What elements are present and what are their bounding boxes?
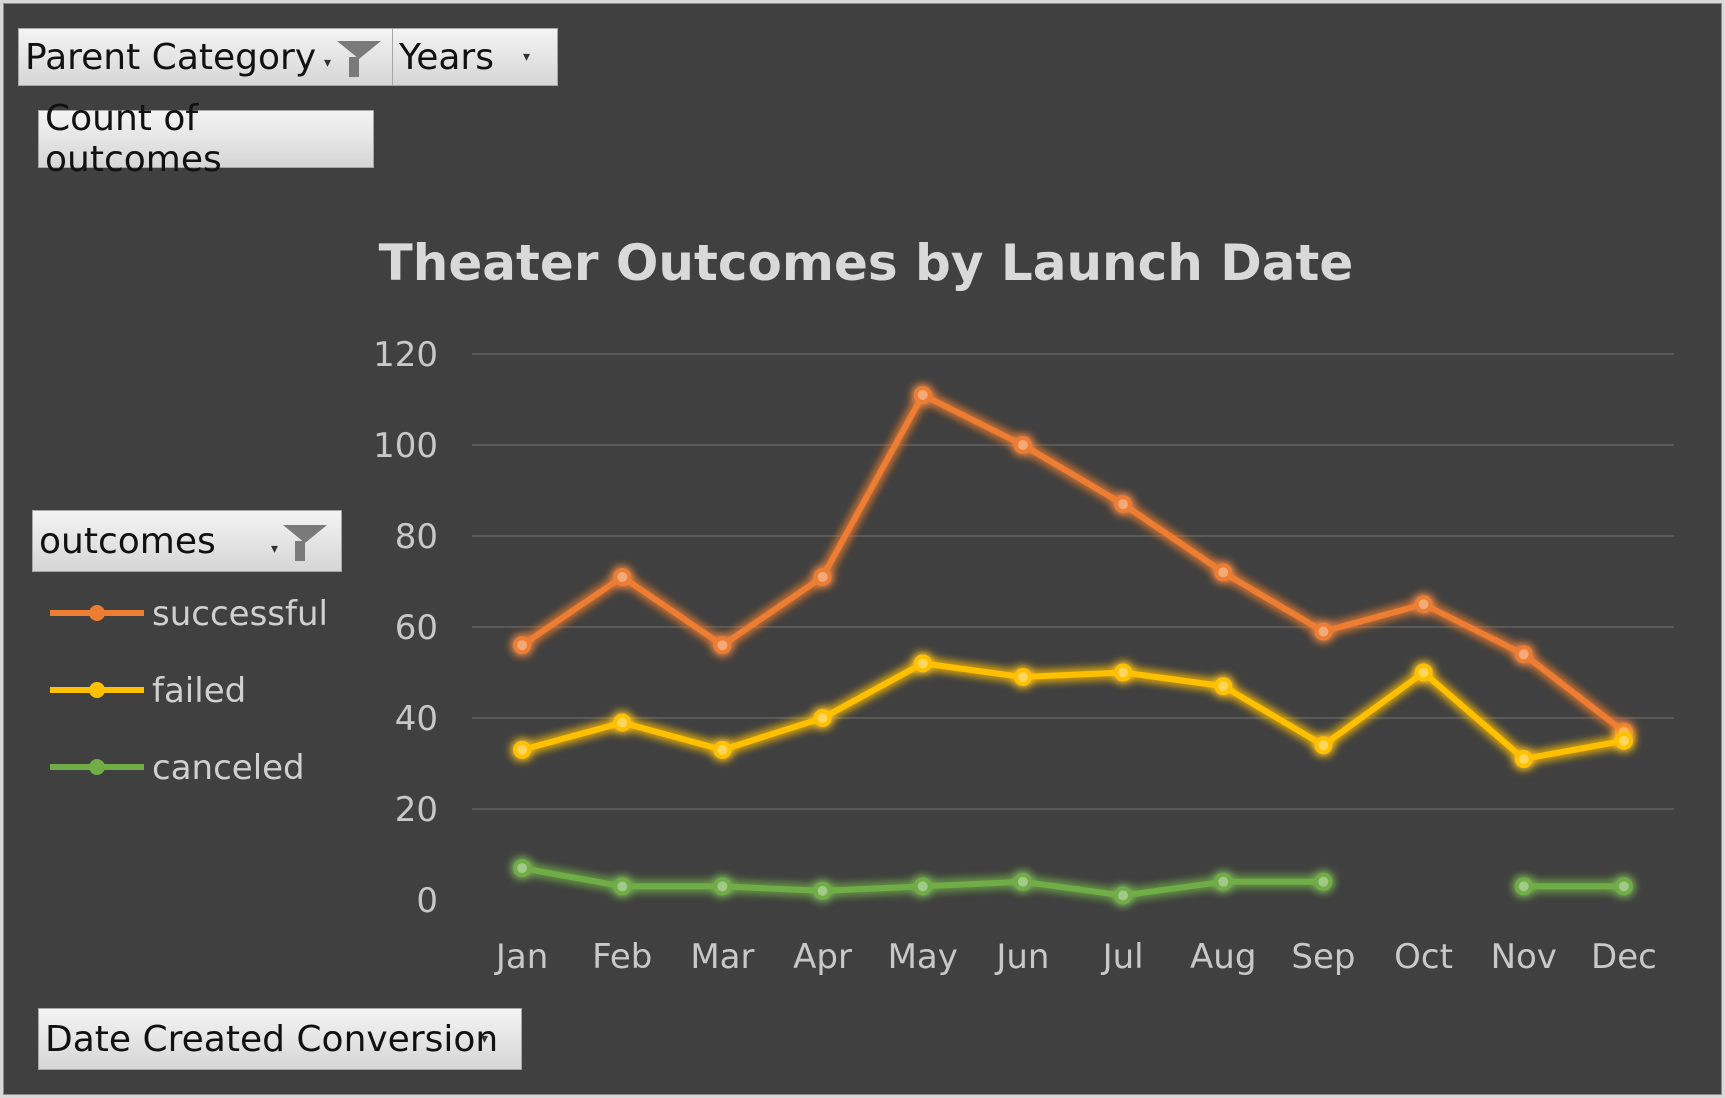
data-point-highlight — [1418, 599, 1429, 610]
series-canceled — [513, 859, 1633, 905]
series-lines — [513, 385, 1633, 905]
series-line-failed — [521, 660, 1625, 762]
data-point-highlight — [1118, 667, 1129, 678]
axis-field-button[interactable]: Date Created Conversion ▾ — [38, 1008, 522, 1070]
dropdown-arrow-icon: ▾ — [523, 49, 531, 65]
x-tick-label: Feb — [592, 937, 652, 977]
legend-item-failed[interactable]: failed — [50, 671, 246, 711]
data-point-highlight — [917, 389, 928, 400]
data-point-highlight — [1418, 667, 1429, 678]
data-point-highlight — [1218, 876, 1229, 887]
data-point-highlight — [1017, 440, 1028, 450]
data-point-highlight — [817, 571, 828, 582]
dropdown-arrow-icon: ▾ — [271, 541, 279, 557]
x-tick-label: Mar — [690, 937, 754, 977]
gridlines — [472, 353, 1674, 810]
x-tick-label: Sep — [1291, 937, 1355, 977]
data-point-highlight — [1518, 753, 1529, 764]
series-successful — [513, 385, 1633, 741]
data-point-highlight — [1017, 672, 1028, 683]
y-tick-label: 20 — [395, 790, 438, 830]
data-point-highlight — [1017, 876, 1028, 887]
x-axis-ticks: Jan Feb Mar Apr May Jun Jul Aug Sep Oct Nov Dec — [494, 937, 1657, 977]
x-tick-label: Jan — [494, 937, 548, 977]
legend-item-canceled[interactable]: canceled — [50, 748, 305, 788]
data-point-highlight — [617, 571, 628, 582]
legend-marker — [89, 605, 105, 621]
y-tick-label: 100 — [373, 426, 438, 466]
data-point-highlight — [817, 885, 828, 896]
data-point-highlight — [1218, 567, 1229, 578]
years-field-button[interactable]: Years ▾ — [392, 28, 558, 86]
line-chart: Theater Outcomes by Launch Date 0 20 40 60 8… — [50, 234, 1674, 977]
legend-item-successful[interactable]: successful — [50, 594, 328, 634]
dropdown-arrow-icon: ▾ — [481, 1031, 489, 1047]
legend-marker — [89, 759, 105, 775]
legend-label: successful — [152, 594, 328, 634]
y-tick-label: 120 — [373, 335, 438, 375]
data-point-highlight — [617, 881, 628, 892]
data-point-highlight — [1118, 499, 1129, 510]
x-tick-label: Jun — [994, 937, 1049, 977]
data-point-highlight — [717, 881, 728, 892]
pivot-chart-area: Parent Category ▾ Years ▾ Count of outco… — [3, 3, 1722, 1095]
dropdown-arrow-icon: ▾ — [324, 55, 332, 71]
data-point-highlight — [1318, 626, 1329, 637]
series-failed — [513, 654, 1633, 768]
data-point-highlight — [517, 863, 528, 874]
y-tick-label: 80 — [395, 517, 438, 557]
axis-field-label: Date Created Conversion — [45, 1018, 499, 1060]
data-point-highlight — [1218, 681, 1229, 692]
parent-category-label: Parent Category — [25, 36, 317, 78]
data-point-highlight — [917, 658, 928, 669]
data-point-highlight — [1318, 740, 1329, 751]
x-tick-label: Nov — [1491, 937, 1557, 977]
data-point-highlight — [1518, 649, 1529, 660]
series-line-successful — [520, 391, 1626, 735]
y-tick-label: 40 — [395, 699, 438, 739]
legend-label: failed — [152, 671, 246, 711]
data-point-highlight — [817, 713, 828, 723]
data-point-highlight — [1618, 881, 1629, 892]
data-point-highlight — [917, 881, 928, 892]
legend-marker — [89, 682, 105, 698]
x-tick-label: Dec — [1591, 937, 1657, 977]
data-point-highlight — [517, 744, 528, 755]
outcomes-label: outcomes — [39, 520, 216, 562]
data-point-highlight — [517, 640, 528, 651]
data-point-highlight — [1618, 735, 1629, 746]
data-point-highlight — [717, 744, 728, 755]
data-point-highlight — [1518, 881, 1529, 892]
data-point-highlight — [1318, 876, 1329, 887]
years-label: Years — [399, 36, 494, 78]
outcomes-filter-button[interactable]: outcomes ▾ — [32, 510, 342, 572]
parent-category-filter-button[interactable]: Parent Category ▾ — [18, 28, 394, 86]
x-tick-label: Oct — [1394, 937, 1453, 977]
x-tick-label: Jul — [1101, 937, 1144, 977]
values-field-button[interactable]: Count of outcomes — [38, 98, 374, 180]
legend-label: canceled — [152, 748, 305, 788]
x-tick-label: Aug — [1190, 937, 1256, 977]
chart-title: Theater Outcomes by Launch Date — [379, 234, 1354, 292]
data-point-highlight — [1118, 890, 1129, 901]
legend: successful failed canceled — [50, 594, 328, 788]
values-field-label: Count of outcomes — [45, 98, 222, 180]
y-tick-label: 0 — [416, 881, 438, 921]
y-axis-ticks: 0 20 40 60 80 100 120 — [373, 335, 438, 921]
x-tick-label: Apr — [793, 937, 852, 977]
data-point-highlight — [717, 640, 728, 651]
data-point-highlight — [617, 717, 628, 728]
y-tick-label: 60 — [395, 608, 438, 648]
x-tick-label: May — [888, 937, 958, 977]
